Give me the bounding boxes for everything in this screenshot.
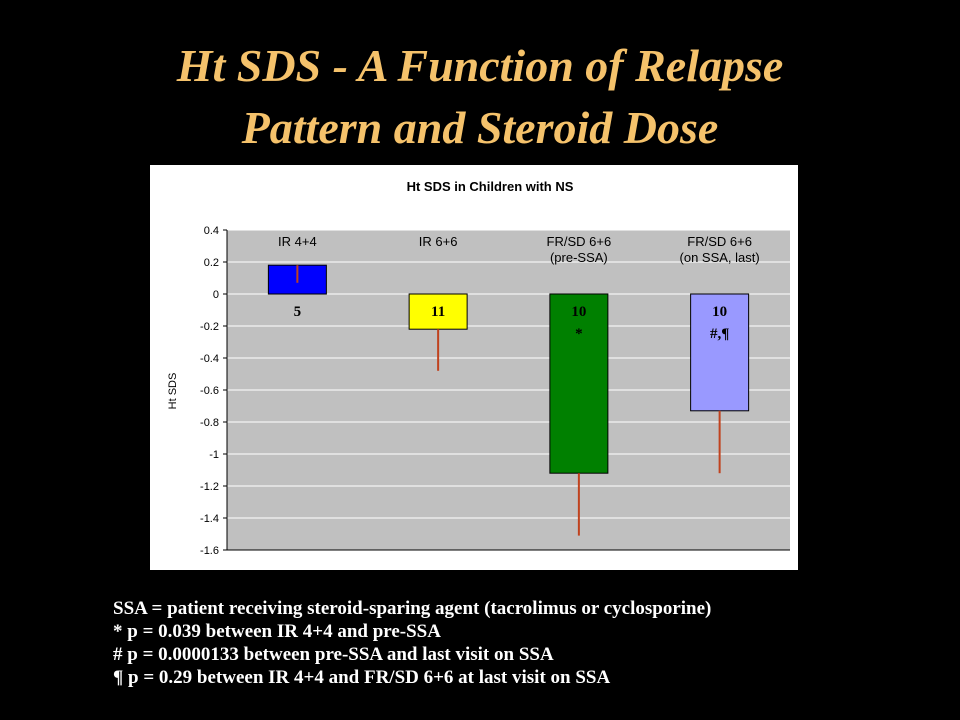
bar-data-label: 10 xyxy=(712,304,727,320)
y-tick-label: -0.2 xyxy=(200,321,219,333)
bar xyxy=(549,293,609,474)
bar-data-label: * xyxy=(575,326,583,342)
y-axis-label: Ht SDS xyxy=(167,373,179,410)
y-tick-label: 0.2 xyxy=(204,257,219,269)
bar-data-label: 5 xyxy=(294,304,302,320)
y-tick-label: -1.6 xyxy=(200,545,219,557)
category-label: IR 4+4 xyxy=(278,234,317,249)
y-tick-label: 0 xyxy=(213,289,219,301)
footnote-p-value-star: * p = 0.039 between IR 4+4 and pre-SSA xyxy=(113,621,441,642)
bar-data-label: 10 xyxy=(571,304,586,320)
category-label: IR 6+6 xyxy=(419,234,458,249)
slide-title-line-2: Pattern and Steroid Dose xyxy=(241,102,719,153)
category-label: FR/SD 6+6 xyxy=(687,234,752,249)
category-label: (pre-SSA) xyxy=(550,250,608,265)
y-tick-label: 0.4 xyxy=(204,225,219,237)
chart-panel: Ht SDS in Children with NS Ht SDS 0.4 0.2… xyxy=(150,165,798,570)
chart-title: Ht SDS in Children with NS xyxy=(407,179,574,194)
footnote-p-value-pilcrow: ¶ p = 0.29 between IR 4+4 and FR/SD 6+6 … xyxy=(113,667,611,688)
slide-title-line-1: Ht SDS - A Function of Relapse xyxy=(176,40,784,91)
footnotes: SSA = patient receiving steroid-sparing … xyxy=(113,597,711,689)
bar xyxy=(690,293,750,412)
footnote-ssa-definition: SSA = patient receiving steroid-sparing … xyxy=(113,598,712,619)
y-tick-label: -1.4 xyxy=(200,513,219,525)
category-label: FR/SD 6+6 xyxy=(547,234,612,249)
category-label: (on SSA, last) xyxy=(680,250,760,265)
bar-data-label: 11 xyxy=(431,304,445,320)
y-tick-label: -0.4 xyxy=(200,353,219,365)
bar-chart: Ht SDS in Children with NS Ht SDS 0.4 0.2… xyxy=(167,179,790,557)
bar-data-label: #,¶ xyxy=(710,326,729,342)
footnote-p-value-hash: # p = 0.0000133 between pre-SSA and last… xyxy=(113,644,554,665)
y-tick-label: -0.6 xyxy=(200,385,219,397)
y-tick-label: -0.8 xyxy=(200,417,219,429)
y-tick-label: -1.2 xyxy=(200,481,219,493)
y-tick-label: -1 xyxy=(209,449,219,461)
